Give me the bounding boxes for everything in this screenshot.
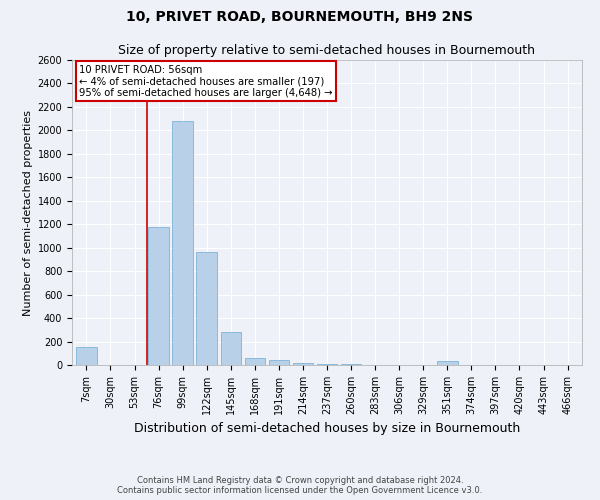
Y-axis label: Number of semi-detached properties: Number of semi-detached properties: [23, 110, 34, 316]
Text: 10, PRIVET ROAD, BOURNEMOUTH, BH9 2NS: 10, PRIVET ROAD, BOURNEMOUTH, BH9 2NS: [127, 10, 473, 24]
Bar: [221, 332, 241, 365]
Bar: [196, 252, 217, 365]
Bar: [293, 362, 313, 365]
Bar: [76, 348, 97, 365]
Bar: [317, 364, 337, 365]
Text: Contains HM Land Registry data © Crown copyright and database right 2024.
Contai: Contains HM Land Registry data © Crown c…: [118, 476, 482, 495]
Title: Size of property relative to semi-detached houses in Bournemouth: Size of property relative to semi-detach…: [119, 44, 536, 58]
Text: 10 PRIVET ROAD: 56sqm
← 4% of semi-detached houses are smaller (197)
95% of semi: 10 PRIVET ROAD: 56sqm ← 4% of semi-detac…: [79, 64, 333, 98]
Bar: [245, 358, 265, 365]
Bar: [437, 362, 458, 365]
Bar: [172, 121, 193, 365]
Bar: [341, 364, 361, 365]
X-axis label: Distribution of semi-detached houses by size in Bournemouth: Distribution of semi-detached houses by …: [134, 422, 520, 436]
Bar: [269, 360, 289, 365]
Bar: [148, 226, 169, 365]
